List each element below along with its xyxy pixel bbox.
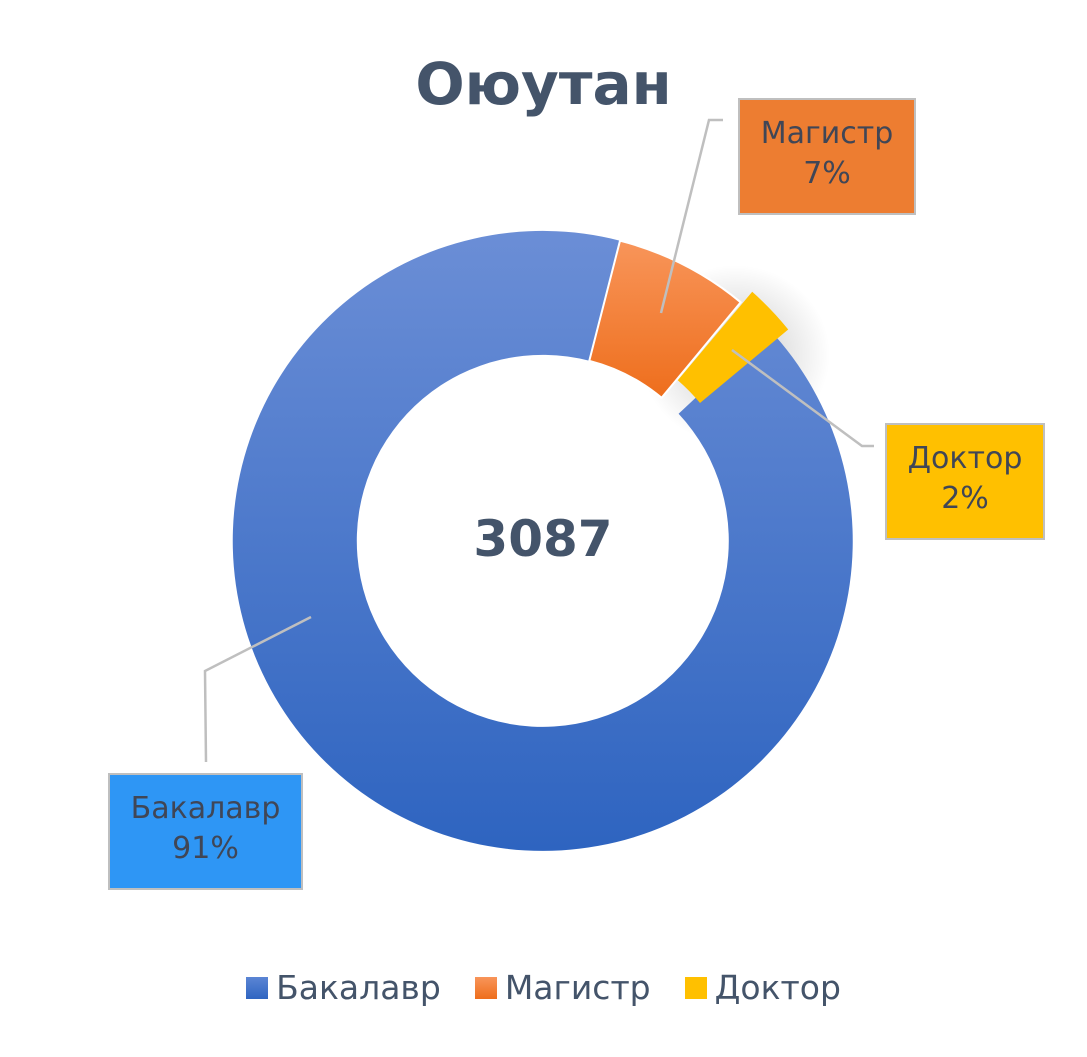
label-name: Магистр <box>760 116 894 151</box>
label-name: Бакалавр <box>130 791 281 826</box>
legend: Бакалавр Магистр Доктор <box>0 968 1087 1007</box>
legend-item-magistr[interactable]: Магистр <box>474 968 651 1007</box>
data-label-magistr: Магистр 7% <box>738 98 916 215</box>
leader-line-doktor <box>731 348 874 448</box>
label-percent: 2% <box>941 481 989 516</box>
legend-swatch-icon <box>474 976 497 999</box>
legend-label: Магистр <box>504 968 651 1007</box>
legend-swatch-icon <box>246 976 269 999</box>
label-percent: 91% <box>172 831 239 866</box>
leader-line-magistr <box>659 118 723 314</box>
slice-doktor[interactable] <box>677 291 789 403</box>
legend-label: Бакалавр <box>276 968 441 1007</box>
legend-item-doktor[interactable]: Доктор <box>684 968 841 1007</box>
label-percent: 7% <box>803 156 851 191</box>
slice-magistr[interactable] <box>588 239 743 400</box>
data-label-doktor: Доктор 2% <box>885 423 1045 540</box>
legend-label: Доктор <box>714 968 841 1007</box>
legend-swatch-icon <box>684 976 707 999</box>
data-label-bakalavr: Бакалавр 91% <box>108 773 303 890</box>
center-total: 3087 <box>473 510 613 568</box>
chart-title: Оюутан <box>415 50 672 118</box>
slice-bakalavr[interactable] <box>232 230 853 851</box>
legend-item-bakalavr[interactable]: Бакалавр <box>246 968 441 1007</box>
leader-line-bakalavr <box>203 615 312 763</box>
label-name: Доктор <box>907 441 1023 476</box>
